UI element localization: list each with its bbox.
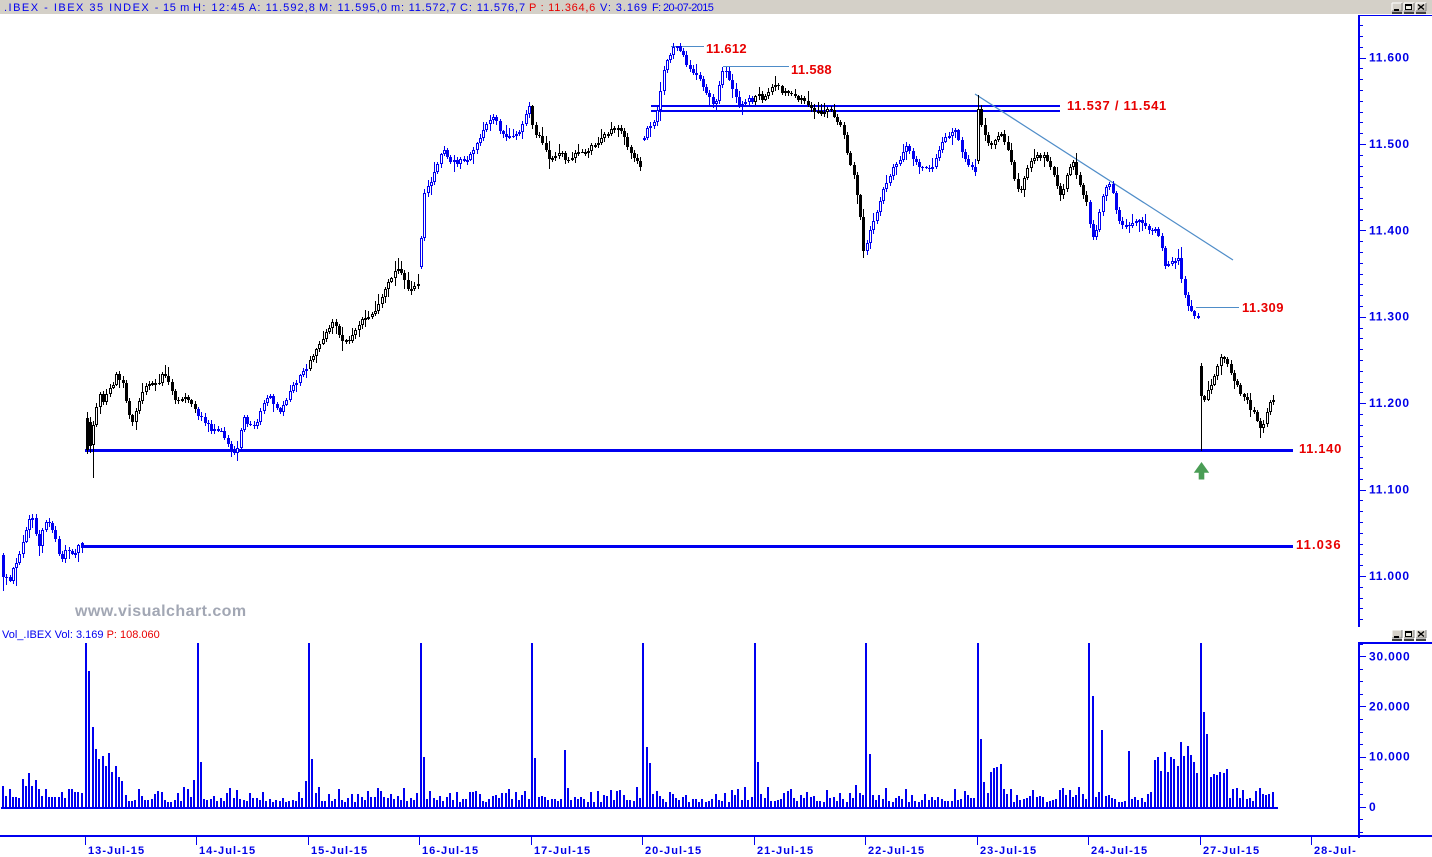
svg-text:20-Jul-15: 20-Jul-15	[645, 845, 702, 857]
svg-text:11.140: 11.140	[1299, 441, 1342, 456]
svg-text:11.600: 11.600	[1369, 51, 1410, 65]
svg-text:15 m: 15 m	[163, 2, 190, 14]
svg-text:16-Jul-15: 16-Jul-15	[422, 845, 479, 857]
svg-text:13-Jul-15: 13-Jul-15	[88, 845, 145, 857]
svg-text:23-Jul-15: 23-Jul-15	[980, 845, 1037, 857]
svg-text:10.000: 10.000	[1369, 750, 1411, 764]
svg-text:11.400: 11.400	[1369, 223, 1410, 237]
svg-text:20.000: 20.000	[1369, 700, 1411, 714]
svg-text:0: 0	[1369, 800, 1376, 814]
svg-text:www.visualchart.com: www.visualchart.com	[74, 603, 247, 620]
svg-text:11.100: 11.100	[1369, 483, 1410, 497]
svg-text:27-Jul-15: 27-Jul-15	[1203, 845, 1260, 857]
svg-text:28-Jul-: 28-Jul-	[1314, 845, 1357, 857]
svg-text:11.612: 11.612	[706, 41, 747, 56]
svg-text:V: 3.169: V: 3.169	[600, 2, 648, 14]
svg-text:.IBEX - IBEX 35 INDEX -: .IBEX - IBEX 35 INDEX -	[4, 2, 160, 14]
svg-text:14-Jul-15: 14-Jul-15	[199, 845, 256, 857]
svg-text:11.200: 11.200	[1369, 396, 1410, 410]
svg-text:Vol_.IBEX Vol: 3.169 P: 108.06: Vol_.IBEX Vol: 3.169 P: 108.060	[2, 629, 160, 641]
svg-text:M: 11.595,0: M: 11.595,0	[319, 2, 388, 14]
svg-text:11.000: 11.000	[1369, 569, 1410, 583]
svg-text:24-Jul-15: 24-Jul-15	[1091, 845, 1148, 857]
svg-text:22-Jul-15: 22-Jul-15	[868, 845, 925, 857]
svg-text:C: 11.576,7: C: 11.576,7	[460, 2, 526, 14]
svg-text:30.000: 30.000	[1369, 649, 1411, 663]
svg-text:21-Jul-15: 21-Jul-15	[757, 845, 814, 857]
svg-text:11.036: 11.036	[1296, 537, 1342, 552]
svg-text:P : 11.364,6: P : 11.364,6	[529, 2, 596, 14]
svg-text:11.588: 11.588	[791, 62, 832, 77]
svg-text:F: 20-07-2015: F: 20-07-2015	[652, 2, 714, 14]
svg-text:11.300: 11.300	[1369, 310, 1410, 324]
svg-text:15-Jul-15: 15-Jul-15	[311, 845, 368, 857]
svg-text:m: 11.572,7: m: 11.572,7	[391, 2, 457, 14]
svg-text:A: 11.592,8: A: 11.592,8	[249, 2, 316, 14]
svg-text:17-Jul-15: 17-Jul-15	[534, 845, 591, 857]
svg-text:11.309: 11.309	[1242, 300, 1284, 315]
svg-text:11.500: 11.500	[1369, 137, 1410, 151]
svg-text:11.537 / 11.541: 11.537 / 11.541	[1067, 98, 1167, 113]
svg-text:H: 12:45: H: 12:45	[193, 2, 246, 14]
